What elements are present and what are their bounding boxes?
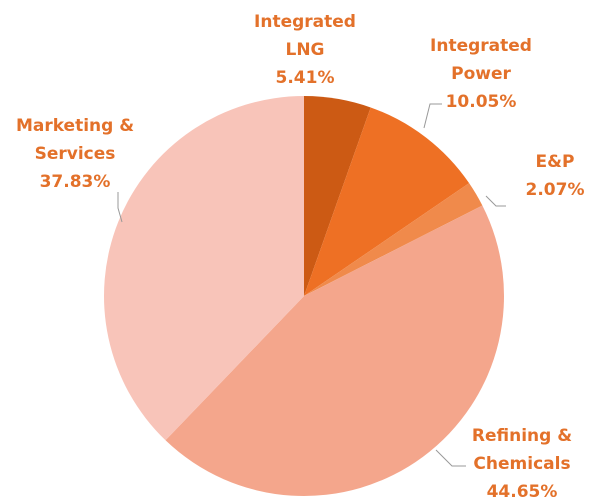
category-label: Marketing & Services <box>15 116 135 164</box>
pie-slice <box>104 96 304 441</box>
leader-lines <box>117 103 506 467</box>
leader-line <box>117 192 123 223</box>
slice-label: E&P 2.07% <box>481 148 592 204</box>
category-label: Integrated LNG <box>254 12 356 60</box>
value-label: 37.83% <box>39 172 111 192</box>
leader-line <box>485 195 506 207</box>
pie-slice <box>304 96 371 296</box>
slices <box>104 96 504 496</box>
slice-label: Integrated LNG 5.41% <box>245 8 365 92</box>
value-label: 10.05% <box>445 92 517 112</box>
leader-line <box>423 103 442 129</box>
slice-label: Integrated Power 10.05% <box>421 32 541 116</box>
pie-slice <box>304 107 470 296</box>
value-label: 2.07% <box>525 180 585 200</box>
slice-label: Refining & Chemicals 44.65% <box>447 422 592 502</box>
value-label: 5.41% <box>275 68 335 88</box>
value-label: 44.65% <box>486 482 558 502</box>
category-label: Integrated Power <box>430 36 532 84</box>
category-label: E&P <box>535 152 575 172</box>
leader-line <box>435 449 466 467</box>
pie-slice <box>165 205 504 496</box>
category-label: Refining & Chemicals <box>471 426 573 474</box>
pie-slice <box>304 183 483 296</box>
slice-label: Marketing & Services 37.83% <box>0 112 150 196</box>
